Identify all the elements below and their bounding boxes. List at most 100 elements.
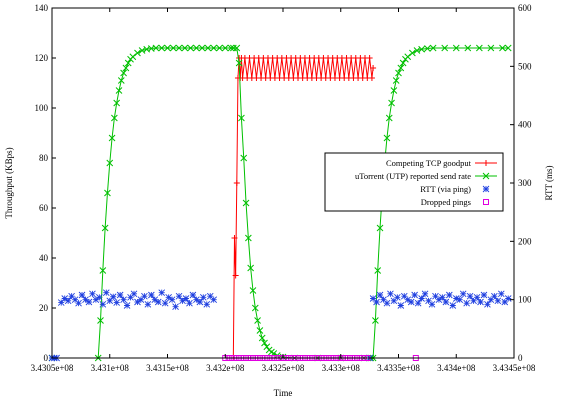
y2-tick-label: 100 xyxy=(518,295,532,305)
data-point xyxy=(497,290,505,298)
data-point xyxy=(407,298,415,306)
y-tick-label: 80 xyxy=(39,153,49,163)
data-point xyxy=(172,303,179,310)
legend-marker xyxy=(482,172,490,180)
data-point xyxy=(466,292,474,300)
series-2 xyxy=(48,289,512,362)
data-point xyxy=(186,299,193,307)
data-point xyxy=(397,64,405,72)
data-point xyxy=(124,59,132,67)
data-point xyxy=(449,302,457,309)
data-point xyxy=(175,44,183,52)
axis-layer: 3.4305e+08 3.431e+08 3.4315e+08 3.432e+08 3.… xyxy=(31,3,536,373)
legend-box xyxy=(324,152,504,212)
data-point xyxy=(151,296,159,303)
data-point xyxy=(71,296,79,303)
data-point xyxy=(501,298,509,306)
data-point xyxy=(99,267,107,274)
data-point xyxy=(92,296,100,303)
data-point xyxy=(487,296,495,303)
data-point xyxy=(99,301,107,308)
data-point xyxy=(380,296,387,303)
data-point xyxy=(404,53,412,61)
data-point xyxy=(216,44,223,52)
data-point xyxy=(152,44,160,52)
data-point xyxy=(169,44,177,52)
data-point xyxy=(164,44,171,52)
data-point xyxy=(101,224,109,232)
data-point xyxy=(61,295,69,302)
data-point xyxy=(254,317,261,324)
data-point xyxy=(189,291,197,299)
data-point xyxy=(78,291,86,299)
data-point xyxy=(96,294,103,301)
data-point xyxy=(181,44,189,52)
data-point xyxy=(414,299,422,307)
y-tick-label: 140 xyxy=(35,3,49,13)
data-point xyxy=(120,69,127,77)
legend-marker xyxy=(482,185,490,193)
legend-marker xyxy=(483,199,489,205)
data-point xyxy=(85,298,93,306)
data-point xyxy=(491,292,498,300)
x-tick-label: 3.4345e+08 xyxy=(493,363,536,373)
data-point xyxy=(463,299,470,307)
data-point xyxy=(370,65,377,71)
data-point xyxy=(477,298,484,306)
data-point xyxy=(227,44,235,52)
data-point xyxy=(387,290,394,298)
data-point xyxy=(473,294,481,301)
data-point xyxy=(116,291,124,299)
x-axis-title: Time xyxy=(274,388,293,398)
data-point xyxy=(187,44,194,52)
data-point xyxy=(64,297,72,305)
data-point xyxy=(441,44,449,52)
data-point xyxy=(397,302,405,309)
data-point xyxy=(429,44,437,52)
data-point xyxy=(249,287,257,294)
data-point xyxy=(504,295,512,302)
data-point xyxy=(111,114,118,122)
data-point xyxy=(400,292,408,300)
data-point xyxy=(108,134,116,142)
data-point xyxy=(233,180,240,186)
data-point xyxy=(122,64,130,72)
data-point xyxy=(459,290,467,298)
data-point xyxy=(113,299,120,306)
data-point xyxy=(374,267,382,274)
data-point xyxy=(235,59,243,67)
data-point xyxy=(256,327,264,334)
data-point xyxy=(376,291,384,299)
y-tick-label: 120 xyxy=(35,53,49,63)
data-point xyxy=(238,114,245,122)
data-point xyxy=(137,296,145,303)
legend-label: RTT (via ping) xyxy=(420,184,471,194)
data-point xyxy=(240,154,248,162)
data-point xyxy=(134,298,141,306)
data-point xyxy=(203,301,211,308)
data-point xyxy=(399,59,407,67)
data-point xyxy=(109,293,117,301)
data-point xyxy=(117,77,125,84)
data-point xyxy=(418,295,425,302)
data-point xyxy=(470,297,477,305)
y2-tick-label: 400 xyxy=(518,120,532,130)
data-point xyxy=(383,299,391,307)
data-point xyxy=(372,317,379,324)
data-point xyxy=(446,291,453,299)
data-point xyxy=(442,298,450,306)
data-point xyxy=(97,317,104,324)
data-point xyxy=(247,264,255,272)
data-point xyxy=(198,44,206,52)
x-tick-label: 3.4305e+08 xyxy=(31,363,74,373)
y-tick-label: 20 xyxy=(39,303,49,313)
data-point xyxy=(210,44,218,52)
data-point xyxy=(175,292,183,300)
data-point xyxy=(68,292,75,300)
data-point xyxy=(480,291,488,299)
series-line xyxy=(232,57,374,359)
y2-tick-label: 600 xyxy=(518,3,532,13)
y-tick-label: 0 xyxy=(44,353,49,363)
data-point xyxy=(161,299,169,307)
